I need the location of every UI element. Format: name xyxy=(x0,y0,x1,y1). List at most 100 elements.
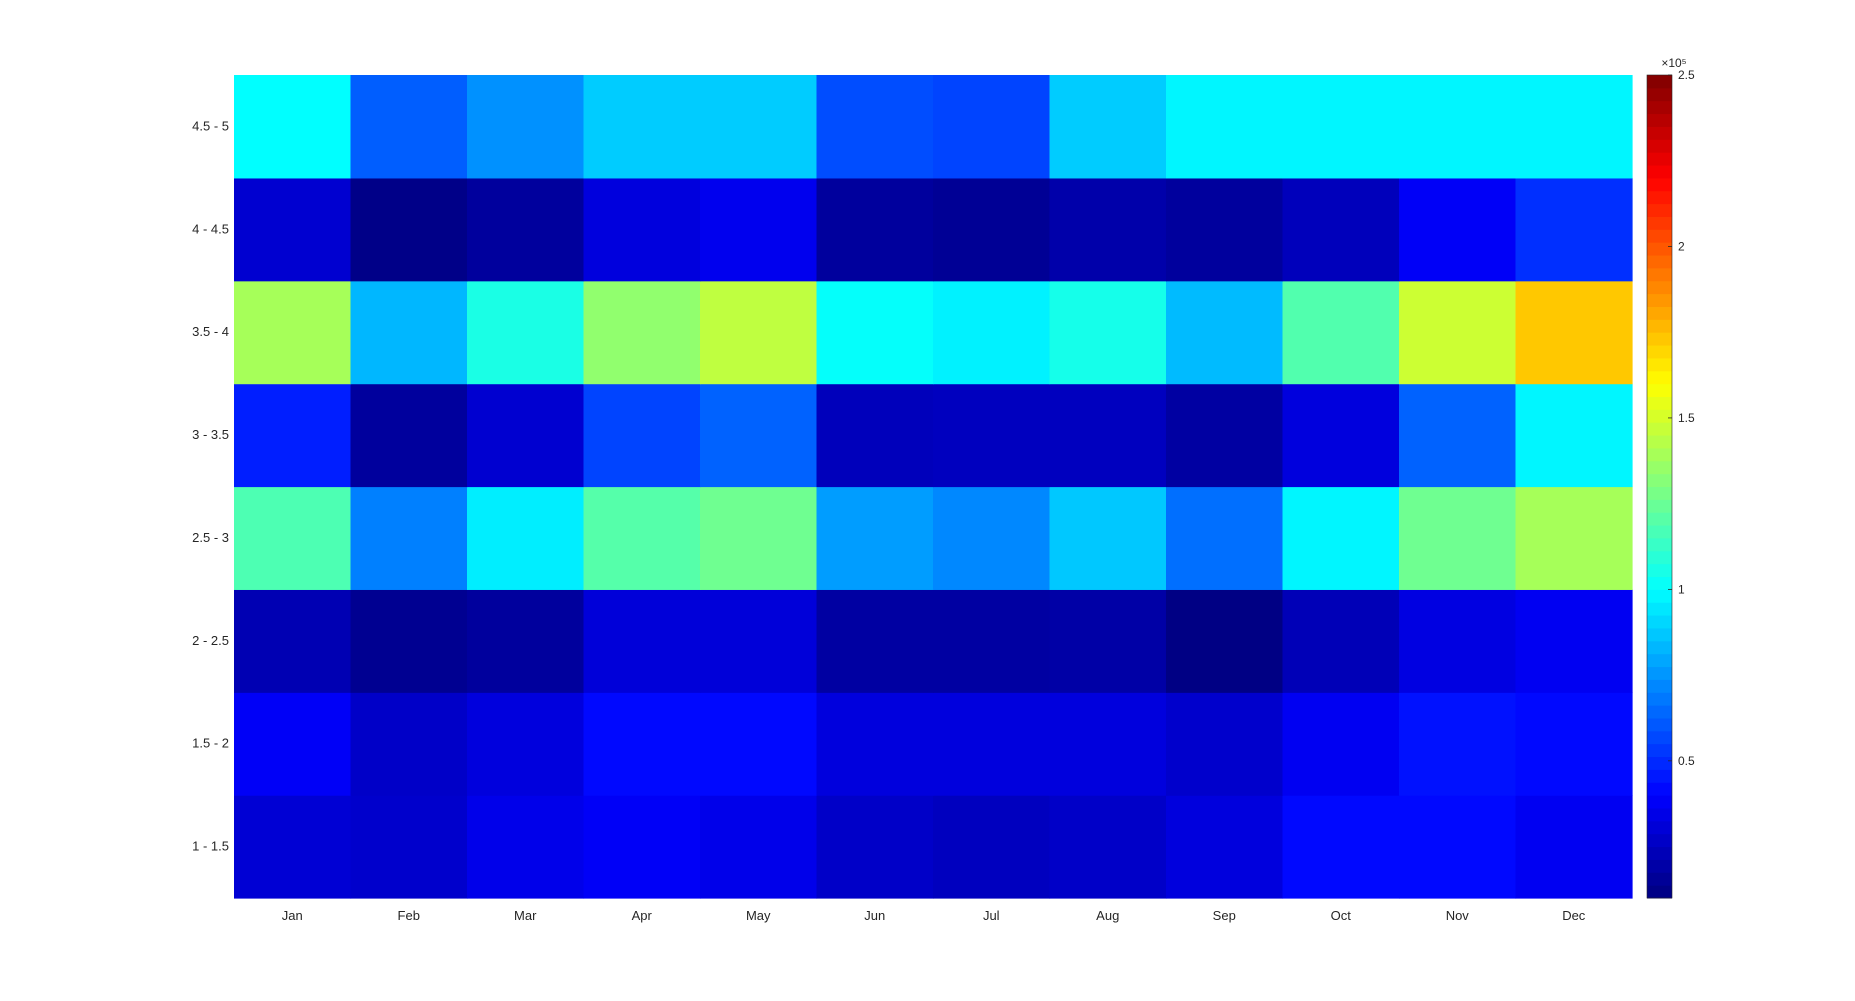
colorbar-segment xyxy=(1647,692,1672,706)
x-tick-label: May xyxy=(746,908,771,923)
colorbar-segment xyxy=(1647,203,1672,217)
colorbar-segment xyxy=(1647,550,1672,565)
heatmap-cell xyxy=(467,177,585,282)
heatmap-cell xyxy=(583,692,701,796)
heatmap-cell xyxy=(700,589,818,693)
heatmap-cell xyxy=(350,692,468,796)
heatmap-cell xyxy=(467,795,585,899)
heatmap-cell xyxy=(1515,486,1633,590)
heatmap-cell xyxy=(816,486,934,590)
heatmap-cell xyxy=(1399,589,1517,693)
heatmap-cell xyxy=(1282,589,1400,693)
colorbar-segment xyxy=(1647,229,1672,243)
heatmap-cell xyxy=(1166,795,1284,899)
heatmap-cell xyxy=(700,486,818,590)
heatmap-cell xyxy=(1282,383,1400,488)
heatmap-cell xyxy=(583,177,701,282)
heatmap-cell xyxy=(1282,280,1400,385)
heatmap-cell xyxy=(467,486,585,590)
heatmap-cell xyxy=(350,75,468,179)
colorbar-segment xyxy=(1647,525,1672,539)
colorbar-segment xyxy=(1647,846,1672,860)
heatmap-cell xyxy=(234,177,352,282)
colorbar-segment xyxy=(1647,409,1672,423)
colorbar-segment xyxy=(1647,666,1672,680)
heatmap-cell xyxy=(933,795,1051,899)
x-tick-label: Oct xyxy=(1331,908,1352,923)
heatmap-cell xyxy=(1282,795,1400,899)
y-tick-label: 1 - 1.5 xyxy=(192,839,229,854)
heatmap-cell xyxy=(1166,383,1284,488)
colorbar-segment xyxy=(1647,319,1672,333)
colorbar-segment xyxy=(1647,447,1672,462)
y-axis: 1 - 1.5 1.5 - 2 2 - 2.5 2.5 - 3 3 - 3.5 3.5 -… xyxy=(192,118,229,853)
heatmap-cell xyxy=(1399,692,1517,796)
heatmap-cell xyxy=(1515,589,1633,693)
colorbar-segment xyxy=(1647,422,1672,436)
heatmap-cell xyxy=(1049,589,1167,693)
heatmap-cell xyxy=(1282,75,1400,179)
heatmap-cell xyxy=(350,486,468,590)
colorbar-segment xyxy=(1647,512,1672,526)
colorbar-frame xyxy=(1646,74,1673,899)
colorbar-tick-label: 2 xyxy=(1678,239,1685,253)
heatmap-cell xyxy=(583,795,701,899)
heatmap-cell xyxy=(1515,383,1633,488)
x-tick-label: Dec xyxy=(1562,908,1586,923)
colorbar-segment xyxy=(1647,152,1672,166)
colorbar-segment xyxy=(1647,589,1672,603)
colorbar-segment xyxy=(1647,859,1672,873)
heatmap-cell xyxy=(1399,383,1517,488)
heatmap-cell xyxy=(1166,177,1284,282)
colorbar-segment xyxy=(1647,370,1672,385)
heatmap-cell xyxy=(700,692,818,796)
heatmap-cell xyxy=(234,486,352,590)
colorbar: 0.5 1 1.5 2 2.5×10⁵ xyxy=(1646,56,1695,899)
heatmap-cell xyxy=(933,75,1051,179)
colorbar-segment xyxy=(1647,113,1672,127)
heatmap-cell xyxy=(1515,280,1633,385)
heatmap-cell xyxy=(350,280,468,385)
heatmap-cell xyxy=(1049,280,1167,385)
heatmap-cell xyxy=(467,75,585,179)
y-tick-label: 2.5 - 3 xyxy=(192,530,229,545)
colorbar-segment xyxy=(1647,486,1672,500)
heatmap-cell xyxy=(816,75,934,179)
heatmap-cell xyxy=(1049,795,1167,899)
x-tick-label: Apr xyxy=(632,908,653,923)
heatmap-cell xyxy=(1049,692,1167,796)
heatmap-cell xyxy=(350,383,468,488)
colorbar-segment xyxy=(1647,705,1672,719)
heatmap-cell xyxy=(1282,486,1400,590)
colorbar-segment xyxy=(1647,357,1672,372)
colorbar-segment xyxy=(1647,563,1672,578)
heatmap-cell xyxy=(816,692,934,796)
heatmap-cell xyxy=(933,280,1051,385)
heatmap-cell xyxy=(1399,280,1517,385)
colorbar-segment xyxy=(1647,743,1672,758)
heatmap-cell xyxy=(1049,383,1167,488)
heatmap-cell xyxy=(933,383,1051,488)
colorbar-segment xyxy=(1647,87,1672,102)
x-tick-label: Jul xyxy=(983,908,1000,923)
heatmap-cell xyxy=(1282,692,1400,796)
y-tick-label: 2 - 2.5 xyxy=(192,633,229,648)
x-tick-label: Nov xyxy=(1446,908,1470,923)
heatmap-cell xyxy=(700,177,818,282)
heatmap-cell xyxy=(700,75,818,179)
heatmap-cell xyxy=(350,795,468,899)
heatmap-cell xyxy=(1166,280,1284,385)
colorbar-tick-label: 0.5 xyxy=(1678,754,1695,768)
heatmap-cell xyxy=(467,589,585,693)
colorbar-segment xyxy=(1647,807,1672,822)
y-tick-label: 4.5 - 5 xyxy=(192,118,229,133)
heatmap-cell xyxy=(234,383,352,488)
heatmap-cell xyxy=(583,589,701,693)
heatmap-cells xyxy=(234,75,1633,899)
colorbar-segment xyxy=(1647,679,1672,693)
colorbar-segment xyxy=(1647,165,1672,179)
heatmap-cell xyxy=(234,692,352,796)
x-axis: Jan Feb Mar Apr May Jun Jul Aug Sep Oct Nov Dec xyxy=(282,908,1586,923)
heatmap-cell xyxy=(933,486,1051,590)
